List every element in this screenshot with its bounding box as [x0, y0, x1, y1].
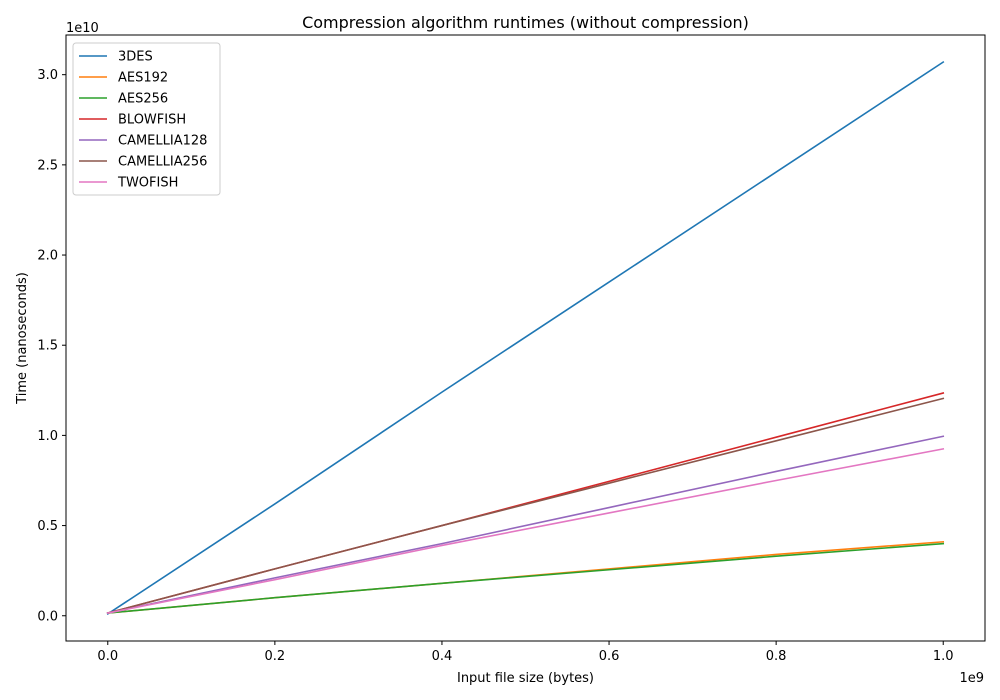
x-tick-label: 0.4	[432, 649, 453, 664]
y-tick-label: 2.0	[37, 249, 58, 264]
x-offset-label: 1e9	[959, 671, 984, 686]
x-tick-label: 1.0	[933, 649, 954, 664]
legend-label-aes256: AES256	[118, 92, 168, 107]
series-line-camellia128	[106, 435, 945, 614]
x-tick-label: 0.2	[265, 649, 286, 664]
x-axis-ticks: 0.0 0.2 0.4 0.6 0.8 1.0	[97, 641, 954, 664]
chart-title: Compression algorithm runtimes (without …	[302, 13, 749, 32]
x-tick-label: 0.6	[599, 649, 620, 664]
y-tick-label: 0.5	[37, 519, 58, 534]
series-line-aes256	[106, 542, 945, 614]
legend: 3DES AES192 AES256 BLOWFISH CAMELLIA128 CAMEL…	[72, 42, 221, 196]
y-axis-title: Time (nanoseconds)	[15, 272, 30, 405]
y-tick-label: 0.0	[37, 609, 58, 624]
y-tick-label: 1.0	[37, 429, 58, 444]
series-line-camellia256	[106, 397, 945, 615]
series-layer	[106, 60, 945, 616]
legend-items: 3DES AES192 AES256 BLOWFISH CAMELLIA128 CAMEL…	[79, 50, 207, 191]
y-tick-label: 1.5	[37, 339, 58, 354]
legend-label-camellia128: CAMELLIA128	[118, 134, 207, 149]
y-offset-label: 1e10	[66, 21, 99, 36]
x-tick-label: 0.8	[766, 649, 787, 664]
legend-label-twofish: TWOFISH	[117, 176, 178, 191]
legend-label-aes192: AES192	[118, 71, 168, 86]
y-axis-ticks: 0.0 0.5 1.0 1.5 2.0 2.5 3.0	[37, 68, 66, 624]
series-line-twofish	[106, 447, 945, 614]
plot-frame	[65, 34, 986, 642]
legend-frame	[72, 42, 221, 196]
y-tick-label: 2.5	[37, 158, 58, 173]
legend-label-camellia256: CAMELLIA256	[118, 155, 207, 170]
x-axis-title: Input file size (bytes)	[457, 671, 594, 686]
y-tick-label: 3.0	[37, 68, 58, 83]
x-tick-label: 0.0	[97, 649, 118, 664]
series-line-3des	[106, 60, 945, 616]
legend-label-3des: 3DES	[118, 50, 153, 65]
legend-label-blowfish: BLOWFISH	[118, 113, 186, 128]
